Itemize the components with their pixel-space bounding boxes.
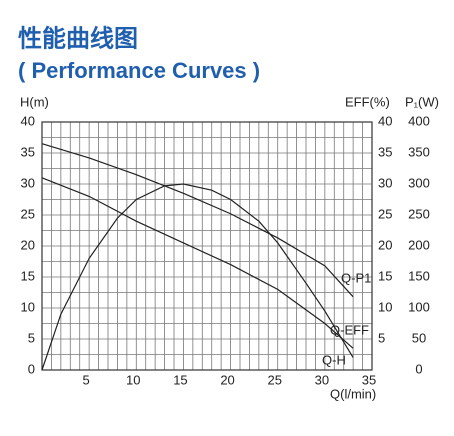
y-tick-label: 20 bbox=[21, 237, 35, 252]
y-tick-label: 35 bbox=[21, 144, 35, 159]
x-tick-label: 35 bbox=[362, 372, 376, 387]
curve-label: Q-EFF bbox=[330, 322, 369, 337]
plot-frame bbox=[41, 121, 373, 371]
y2-tick-label: 20 bbox=[378, 237, 392, 252]
y2-axis-label: EFF(%) bbox=[345, 94, 390, 109]
x-axis-label: Q(l/min) bbox=[330, 386, 376, 401]
chart-title: 性能曲线图 bbox=[18, 24, 138, 52]
x-tick-label: 15 bbox=[173, 372, 187, 387]
y-tick-label: 25 bbox=[21, 206, 35, 221]
x-tick-label: 20 bbox=[220, 372, 234, 387]
y3-tick-label: 350 bbox=[408, 144, 430, 159]
x-tick-label: 25 bbox=[267, 372, 281, 387]
curve bbox=[41, 177, 354, 349]
y2-tick-label: 35 bbox=[378, 144, 392, 159]
y2-tick-label: 40 bbox=[378, 113, 392, 128]
y3-tick-label: 250 bbox=[408, 206, 430, 221]
y2-tick-label: 30 bbox=[378, 175, 392, 190]
y2-tick-label: 15 bbox=[378, 268, 392, 283]
y3-tick-label: 150 bbox=[408, 268, 430, 283]
curve bbox=[41, 143, 354, 298]
y3-tick-label: 0 bbox=[415, 361, 422, 376]
y3-tick-label: 300 bbox=[408, 175, 430, 190]
chart-subtitle: ( Performance Curves ) bbox=[18, 58, 260, 83]
y-axis-label: H(m) bbox=[20, 94, 49, 109]
y2-tick-label: 5 bbox=[378, 330, 385, 345]
x-tick-label: 30 bbox=[315, 372, 329, 387]
y2-tick-label: 25 bbox=[378, 206, 392, 221]
y-tick-label: 15 bbox=[21, 268, 35, 283]
y-tick-label: 0 bbox=[28, 361, 35, 376]
curve-label: Q-H bbox=[322, 352, 346, 367]
curve-label: Q-P1 bbox=[341, 270, 371, 285]
y3-axis-label: P₁(W) bbox=[405, 94, 439, 109]
curve bbox=[41, 183, 354, 371]
y3-tick-label: 400 bbox=[408, 113, 430, 128]
y-tick-label: 10 bbox=[21, 299, 35, 314]
x-tick-label: 5 bbox=[83, 372, 90, 387]
y-tick-label: 30 bbox=[21, 175, 35, 190]
y2-tick-label: 10 bbox=[378, 299, 392, 314]
y3-tick-label: 200 bbox=[408, 237, 430, 252]
y3-tick-label: 50 bbox=[412, 330, 426, 345]
x-tick-label: 10 bbox=[126, 372, 140, 387]
y3-tick-label: 100 bbox=[408, 299, 430, 314]
y-tick-label: 40 bbox=[21, 113, 35, 128]
y-tick-label: 5 bbox=[28, 330, 35, 345]
